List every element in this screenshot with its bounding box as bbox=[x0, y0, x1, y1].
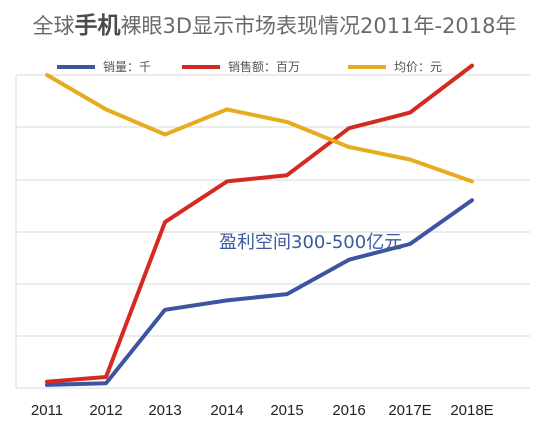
legend-item-sales: 销量：千 bbox=[57, 58, 151, 75]
chart-title: 全球手机裸眼3D显示市场表现情况2011年-2018年 bbox=[0, 6, 549, 40]
title-prefix: 全球 bbox=[32, 14, 75, 38]
title-emphasis: 手机 bbox=[74, 13, 121, 39]
legend-swatch-revenue bbox=[182, 64, 220, 69]
series-line-0 bbox=[45, 198, 474, 387]
x-tick-label-2014: 2014 bbox=[210, 402, 243, 419]
x-tick-label-2016: 2016 bbox=[332, 402, 365, 419]
legend-swatch-price bbox=[348, 64, 386, 69]
series-line-1 bbox=[45, 63, 474, 384]
x-tick-label-2017E: 2017E bbox=[388, 402, 431, 419]
legend-item-price: 均价：元 bbox=[348, 58, 442, 75]
title-rest: 裸眼3D显示市场表现情况2011年-2018年 bbox=[120, 14, 517, 38]
x-tick-label-2015: 2015 bbox=[270, 402, 303, 419]
series-line-2 bbox=[45, 73, 474, 184]
x-tick-label-2011: 2011 bbox=[31, 402, 63, 419]
x-tick-label-2012: 2012 bbox=[89, 402, 122, 419]
annotation-profit: 盈利空间300-500亿元 bbox=[219, 232, 403, 253]
legend-swatch-sales bbox=[57, 64, 95, 69]
legend-item-revenue: 销售额：百万 bbox=[182, 58, 300, 75]
x-tick-label-2018E: 2018E bbox=[450, 402, 493, 419]
legend-label-revenue: 销售额：百万 bbox=[228, 60, 301, 74]
legend-label-price: 均价：元 bbox=[394, 60, 443, 74]
legend-label-sales: 销量：千 bbox=[103, 60, 152, 74]
x-tick-label-2013: 2013 bbox=[148, 402, 181, 419]
chart-legend: 销量：千 销售额：百万 均价：元 bbox=[0, 58, 549, 78]
